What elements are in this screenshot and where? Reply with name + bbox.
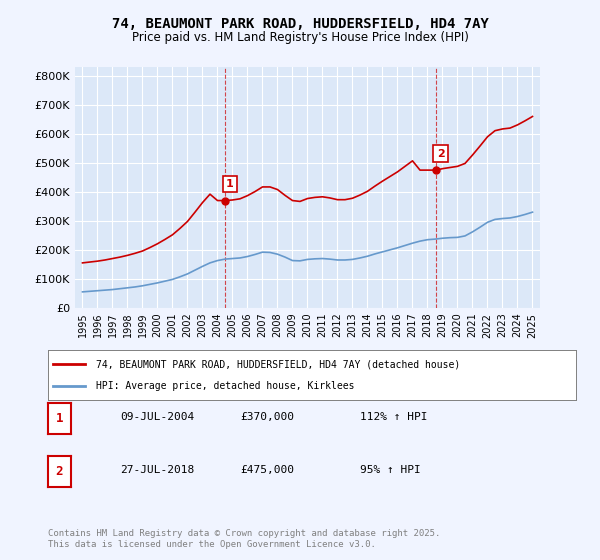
Text: 74, BEAUMONT PARK ROAD, HUDDERSFIELD, HD4 7AY: 74, BEAUMONT PARK ROAD, HUDDERSFIELD, HD… [112,17,488,31]
Text: 1: 1 [56,412,63,425]
Text: Contains HM Land Registry data © Crown copyright and database right 2025.
This d: Contains HM Land Registry data © Crown c… [48,529,440,549]
Text: HPI: Average price, detached house, Kirklees: HPI: Average price, detached house, Kirk… [95,381,354,391]
Text: £370,000: £370,000 [240,412,294,422]
Text: 09-JUL-2004: 09-JUL-2004 [120,412,194,422]
Text: Price paid vs. HM Land Registry's House Price Index (HPI): Price paid vs. HM Land Registry's House … [131,31,469,44]
Text: £475,000: £475,000 [240,465,294,475]
Text: 95% ↑ HPI: 95% ↑ HPI [360,465,421,475]
Text: 2: 2 [56,465,63,478]
Text: 1: 1 [226,179,234,189]
Text: 2: 2 [437,148,445,158]
Text: 112% ↑ HPI: 112% ↑ HPI [360,412,427,422]
Text: 74, BEAUMONT PARK ROAD, HUDDERSFIELD, HD4 7AY (detached house): 74, BEAUMONT PARK ROAD, HUDDERSFIELD, HD… [95,359,460,369]
Text: 27-JUL-2018: 27-JUL-2018 [120,465,194,475]
